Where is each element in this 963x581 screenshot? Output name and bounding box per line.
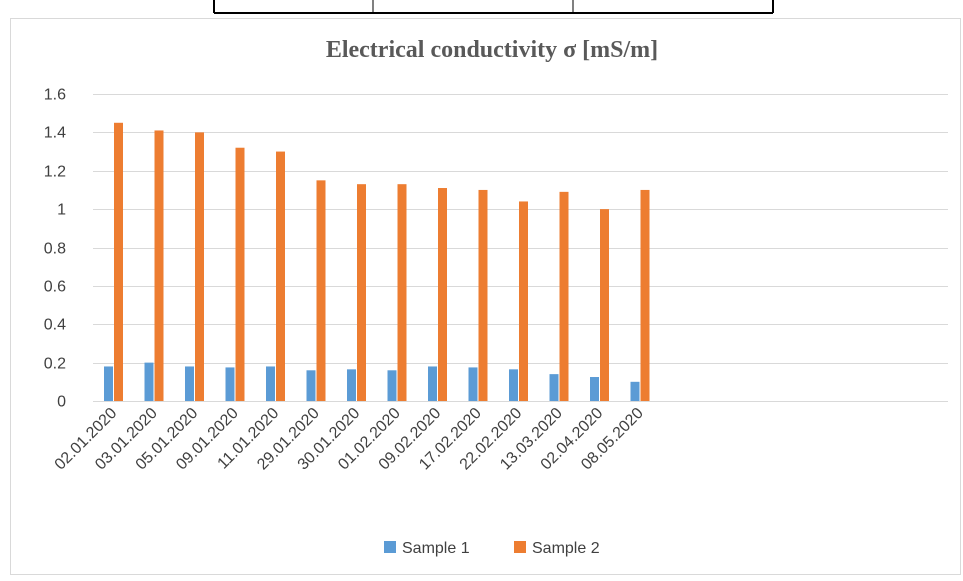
- y-tick-label: 0.2: [44, 356, 66, 373]
- bar-sample-1: [468, 367, 478, 401]
- bar-sample-1: [630, 381, 640, 401]
- y-tick-label: 1: [57, 202, 66, 219]
- bar-sample-2: [154, 130, 164, 402]
- bar-sample-1: [428, 366, 437, 401]
- legend-swatch: [384, 541, 396, 553]
- chart-title: Electrical conductivity σ [mS/m]: [326, 37, 658, 63]
- legend-label: Sample 2: [532, 540, 600, 557]
- table-fragment: [213, 0, 774, 14]
- y-tick-label: 0.6: [44, 279, 66, 296]
- bar-sample-2: [316, 180, 326, 401]
- bar-sample-1: [266, 366, 275, 401]
- y-tick-label: 0.8: [44, 241, 66, 258]
- bar-sample-2: [559, 191, 569, 401]
- y-tick-label: 0: [57, 394, 66, 411]
- y-tick-label: 1.2: [44, 164, 66, 181]
- bar-sample-2: [235, 147, 245, 401]
- bar-sample-2: [438, 188, 447, 401]
- legend-label: Sample 1: [402, 540, 470, 557]
- bar-sample-1: [549, 374, 559, 401]
- y-tick-label: 0.4: [44, 317, 66, 334]
- y-tick-label: 1.4: [44, 125, 66, 142]
- bar-sample-2: [276, 151, 285, 401]
- bar-sample-2: [640, 189, 650, 401]
- bar-sample-1: [590, 377, 599, 401]
- bar-sample-1: [225, 367, 235, 401]
- bar-sample-1: [347, 369, 356, 401]
- bar-sample-2: [397, 184, 407, 401]
- bar-sample-2: [357, 184, 366, 401]
- legend: Sample 1 Sample 2: [384, 540, 600, 557]
- bar-sample-2: [519, 201, 528, 401]
- bar-sample-1: [509, 369, 518, 401]
- bar-sample-2: [600, 209, 609, 401]
- bar-sample-1: [144, 362, 154, 401]
- bar-sample-2: [478, 189, 488, 401]
- bar-sample-2: [195, 132, 204, 401]
- bar-sample-1: [104, 366, 113, 401]
- bar-sample-1: [306, 370, 316, 401]
- bar-sample-2: [114, 122, 123, 401]
- bar-sample-1: [185, 366, 194, 401]
- y-axis-ticks: 0 0.2 0.4 0.6 0.8 1 1.2 1.4 1.6: [44, 87, 66, 411]
- bars: [104, 122, 650, 402]
- bar-sample-1: [387, 370, 397, 401]
- legend-swatch: [514, 541, 526, 553]
- y-tick-label: 1.6: [44, 87, 66, 104]
